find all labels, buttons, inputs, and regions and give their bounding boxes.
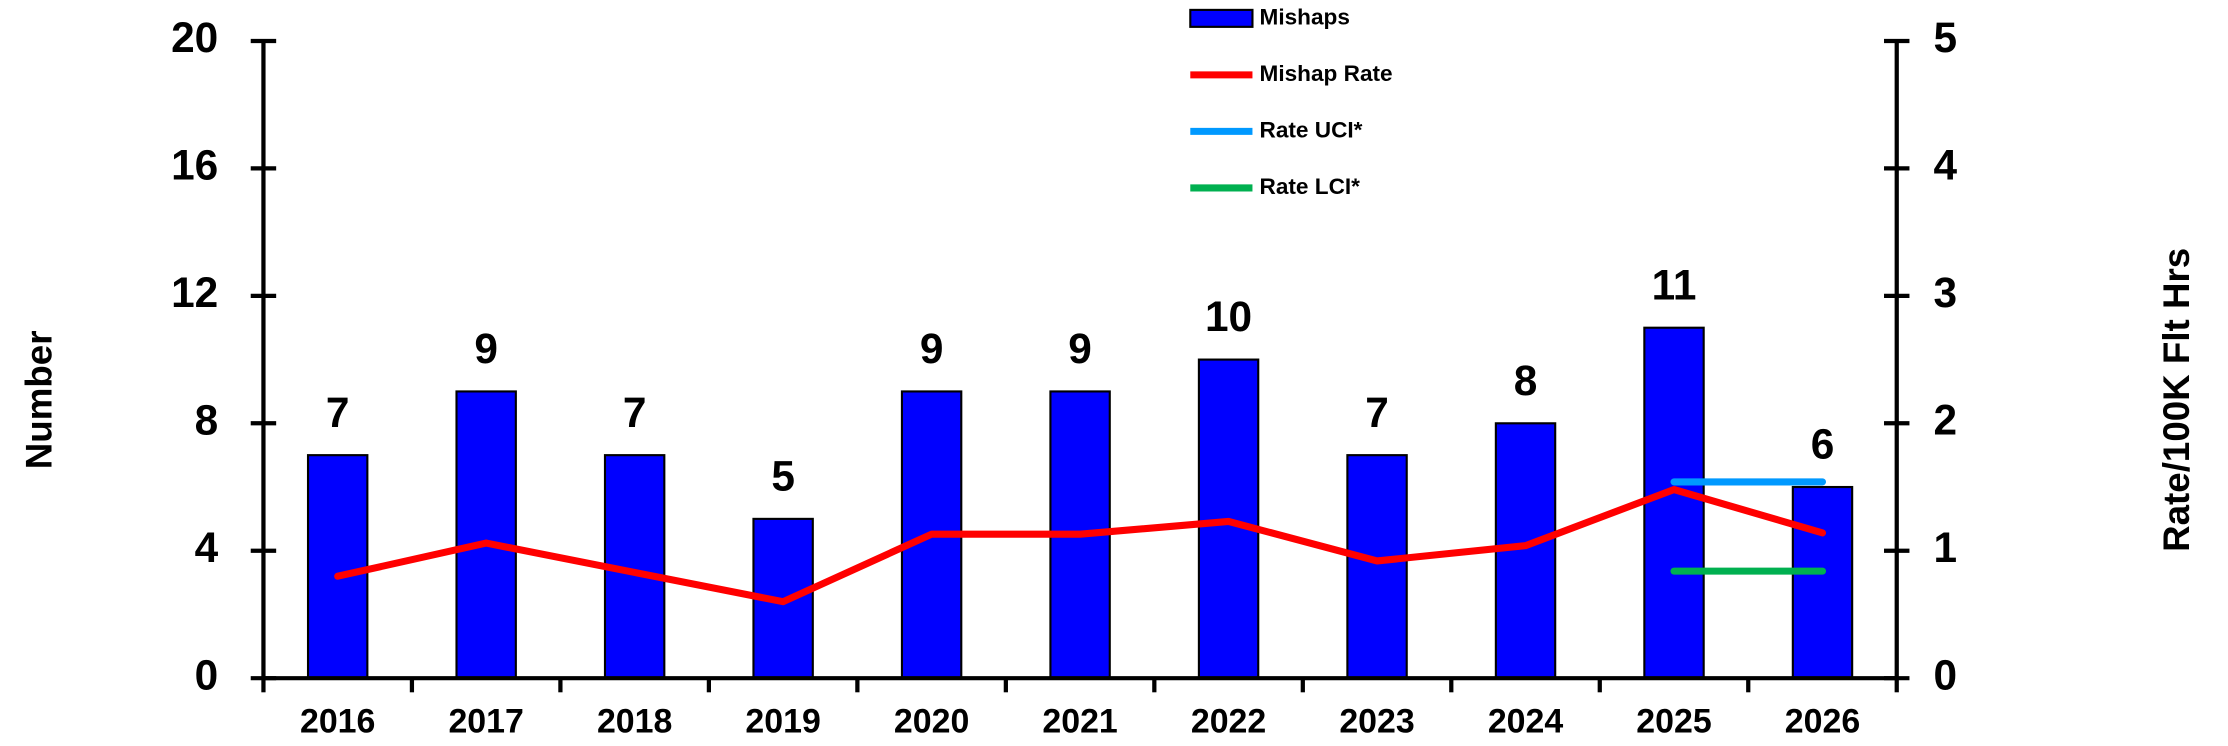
bar [1791, 485, 1854, 680]
y2-tick-label: 4 [1933, 142, 1957, 189]
y-axis-label: Number [18, 330, 59, 469]
legend-label: Rate UCI* [1260, 117, 1363, 142]
y-tick-label: 0 [195, 651, 219, 698]
x-tick-label: 2017 [448, 702, 523, 740]
y2-tick-label: 1 [1933, 524, 1957, 571]
data-label: 6 [1811, 421, 1835, 468]
y2-tick-label: 2 [1933, 396, 1957, 443]
legend-label: Mishap Rate [1260, 61, 1393, 86]
data-label: 7 [623, 389, 647, 436]
line [334, 486, 1827, 606]
data-label: 8 [1514, 357, 1538, 404]
legend-swatch [1189, 8, 1254, 28]
x-tick-label: 2023 [1339, 702, 1414, 740]
bar [1346, 454, 1408, 680]
legend-label: Rate LCI* [1260, 174, 1361, 199]
y-tick-label: 4 [195, 524, 219, 571]
data-label: 11 [1652, 261, 1697, 308]
x-tick-label: 2022 [1191, 702, 1266, 740]
x-tick-label: 2021 [1042, 702, 1117, 740]
x-tick-label: 2016 [300, 702, 375, 740]
y2-tick-label: 0 [1933, 651, 1957, 698]
x-tick-label: 2019 [745, 702, 820, 740]
x-tick-label: 2025 [1636, 702, 1711, 740]
y-tick-label: 8 [195, 396, 219, 443]
legend-label: Mishaps [1260, 4, 1350, 29]
y2-axis-label: Rate/100K Flt Hrs [2156, 248, 2197, 552]
y-tick-label: 16 [171, 142, 218, 189]
data-label: 9 [1068, 325, 1092, 372]
data-label: 7 [1365, 389, 1389, 436]
x-tick-label: 2026 [1785, 702, 1860, 740]
y2-tick-label: 3 [1933, 269, 1957, 316]
data-label: 5 [771, 453, 795, 500]
data-label: 7 [326, 389, 350, 436]
x-tick-label: 2020 [894, 702, 969, 740]
y-tick-label: 20 [171, 14, 218, 61]
x-tick-label: 2024 [1488, 702, 1564, 740]
data-label: 9 [474, 325, 498, 372]
bar [455, 390, 517, 680]
bar [306, 454, 369, 680]
bar [1643, 326, 1705, 680]
x-tick-label: 2018 [597, 702, 672, 740]
y-tick-label: 12 [171, 269, 218, 316]
y2-tick-label: 5 [1933, 14, 1957, 61]
data-label: 10 [1205, 293, 1252, 340]
data-label: 9 [920, 325, 944, 372]
